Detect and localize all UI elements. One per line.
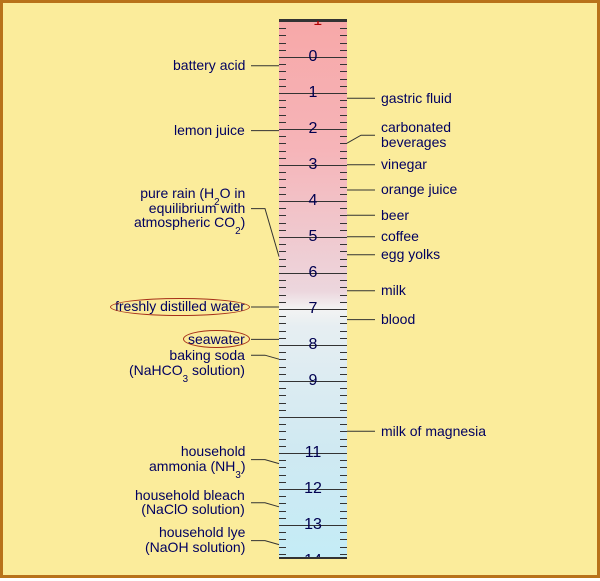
labels-layer: battery acid lemon juice pure rain (H2O in… <box>3 3 597 575</box>
ph-label: lemon juice <box>174 123 245 138</box>
ph-label: household lye(NaOH solution) <box>145 525 245 554</box>
ph-label: blood <box>381 312 415 327</box>
ph-label: milk of magnesia <box>381 424 486 439</box>
ph-label: beer <box>381 208 409 223</box>
ph-diagram-frame: −1012345678911121314 battery acidlemon j… <box>0 0 600 578</box>
ph-label: battery acid <box>173 58 245 73</box>
ph-label: milk <box>381 283 406 298</box>
ph-label: pure rain (H2O inequilibrium withatmosph… <box>134 186 245 230</box>
ph-label: carbonatedbeverages <box>381 120 451 149</box>
ph-label: coffee <box>381 229 419 244</box>
highlight-circle <box>110 298 250 316</box>
ph-label: egg yolks <box>381 247 440 262</box>
ph-label: household bleach(NaClO solution) <box>135 488 245 517</box>
ph-label: orange juice <box>381 182 457 197</box>
ph-label: baking soda(NaHCO3 solution) <box>129 348 245 377</box>
ph-label: householdammonia (NH3) <box>149 444 245 473</box>
ph-label: vinegar <box>381 157 427 172</box>
ph-label: gastric fluid <box>381 91 452 106</box>
